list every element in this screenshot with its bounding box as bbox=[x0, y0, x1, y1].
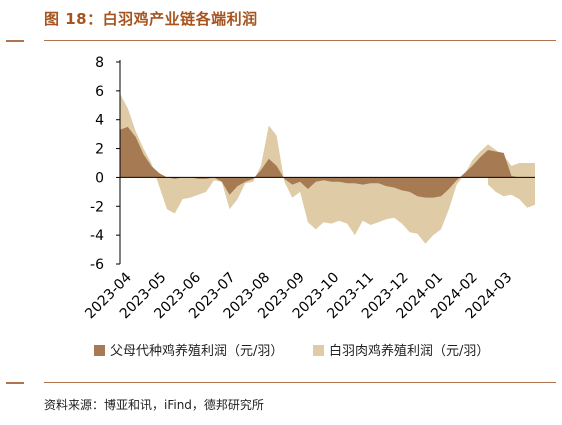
header-left-rule bbox=[6, 40, 24, 42]
header-rule bbox=[44, 40, 556, 41]
footer-left-rule bbox=[6, 382, 24, 384]
legend-swatch-parent bbox=[94, 345, 105, 356]
source-note: 资料来源：博亚和讯，iFind，德邦研究所 bbox=[44, 398, 264, 412]
y-tick-label: 0 bbox=[95, 170, 104, 186]
y-tick-label: 6 bbox=[95, 84, 104, 100]
figure-title: 图 18：白羽鸡产业链各端利润 bbox=[44, 10, 258, 28]
series-area-broiler bbox=[120, 93, 535, 244]
y-tick-label: 2 bbox=[95, 142, 104, 158]
series-area-broiler-tail bbox=[488, 177, 535, 208]
y-tick-label: 4 bbox=[95, 113, 104, 129]
legend-swatch-broiler bbox=[313, 345, 324, 356]
y-tick-label: 8 bbox=[95, 55, 104, 71]
footer-rule bbox=[44, 382, 556, 383]
y-tick-label: -6 bbox=[90, 257, 104, 273]
series-area-parent bbox=[120, 126, 535, 198]
y-tick-label: -2 bbox=[90, 199, 104, 215]
y-tick-label: -4 bbox=[90, 228, 104, 244]
legend-label-parent: 父母代种鸡养殖利润（元/羽） bbox=[110, 343, 283, 359]
legend-label-broiler: 白羽肉鸡养殖利润（元/羽） bbox=[329, 343, 489, 359]
